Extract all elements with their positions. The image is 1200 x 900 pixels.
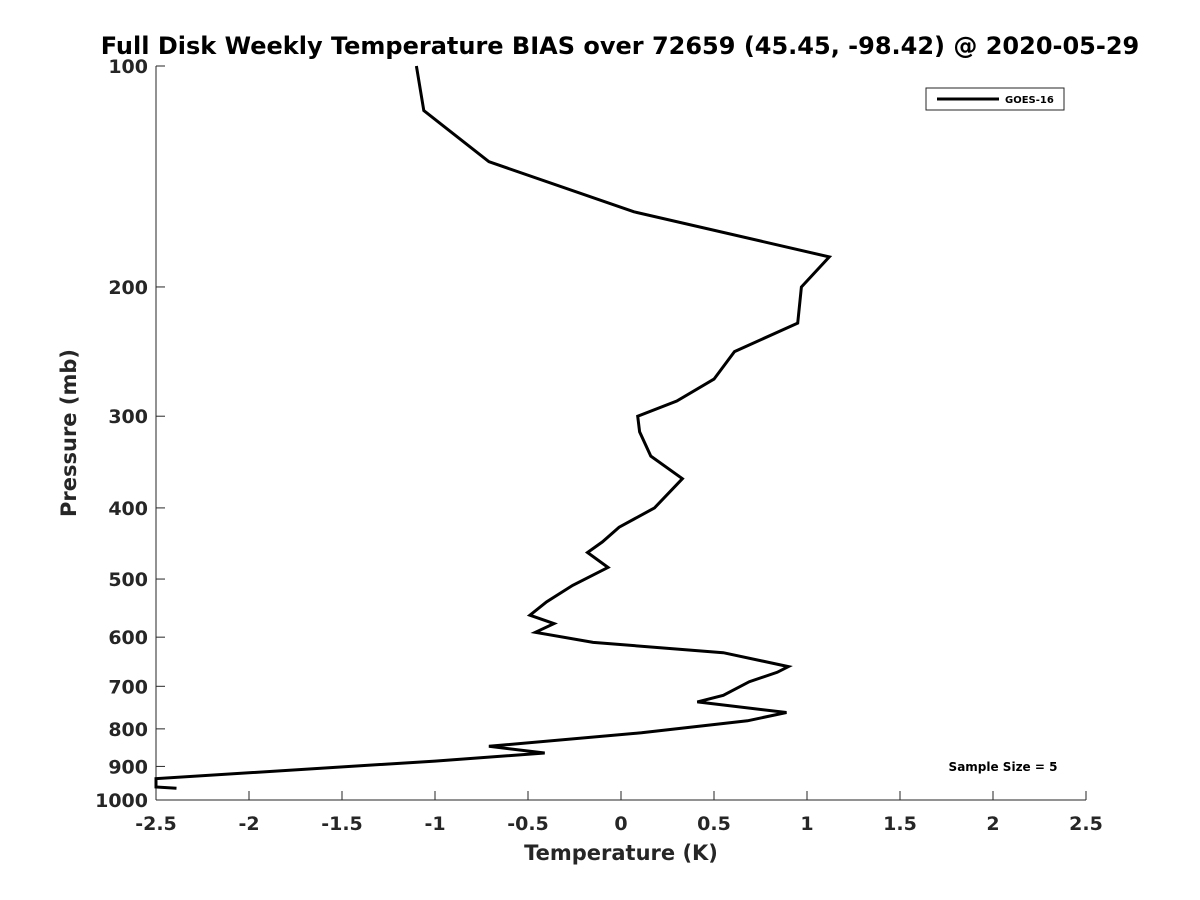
x-tick-label: -1: [424, 813, 445, 835]
y-tick-label: 500: [108, 569, 148, 591]
y-tick-label: 600: [108, 627, 148, 649]
y-tick-label: 400: [108, 498, 148, 520]
series-line-goes-16: [154, 65, 833, 790]
y-tick-label: 700: [108, 676, 148, 698]
sample-size-annotation: Sample Size = 5: [949, 760, 1058, 774]
y-tick-label: 200: [108, 277, 148, 299]
series-group: [154, 65, 833, 790]
chart-title: Full Disk Weekly Temperature BIAS over 7…: [101, 32, 1140, 60]
x-tick-label: -0.5: [507, 813, 549, 835]
x-axis-label: Temperature (K): [524, 841, 718, 865]
x-tick-label: 1.5: [883, 813, 917, 835]
x-tick-label: 2.5: [1069, 813, 1103, 835]
y-tick-label: 1000: [95, 790, 148, 812]
x-tick-label: 1: [800, 813, 813, 835]
y-tick-label: 300: [108, 406, 148, 428]
x-tick-label: -2: [238, 813, 259, 835]
y-tick-label: 900: [108, 756, 148, 778]
x-tick-label: 2: [986, 813, 999, 835]
x-tick-label: -1.5: [321, 813, 363, 835]
y-axis-label: Pressure (mb): [57, 349, 81, 517]
x-tick-label: 0.5: [697, 813, 731, 835]
x-tick-label: -2.5: [135, 813, 177, 835]
legend: GOES-16: [925, 87, 1065, 111]
axes: [155, 66, 1086, 801]
x-ticks: -2.5 -2 -1.5 -1 -0.5 0 0.5 1 1.5 2 2.5: [135, 791, 1103, 835]
y-ticks: 100 200 300 400 500 600 700 800 900 1000: [95, 56, 165, 812]
y-tick-label: 800: [108, 719, 148, 741]
x-tick-label: 0: [614, 813, 627, 835]
y-tick-label: 100: [108, 56, 148, 78]
legend-label-goes-16: GOES-16: [1005, 95, 1054, 106]
